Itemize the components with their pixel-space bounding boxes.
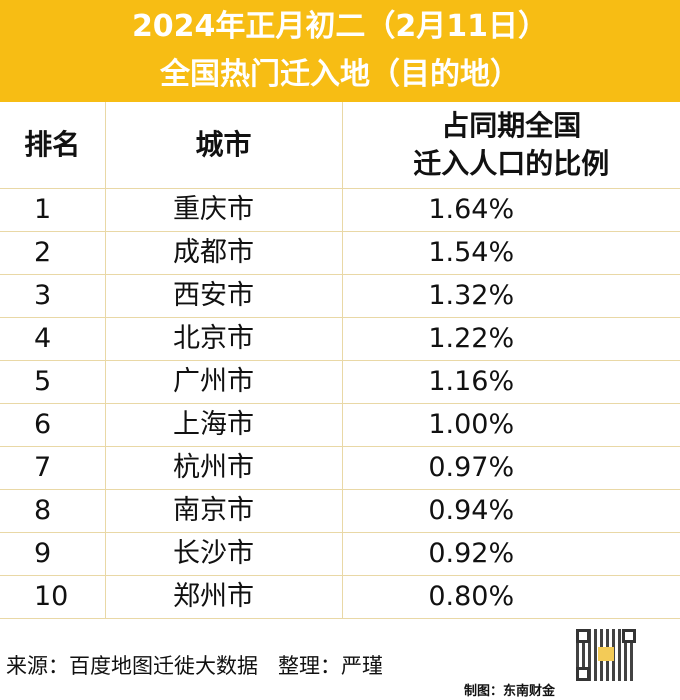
table-row: 9 长沙市 0.92% — [0, 532, 680, 576]
column-header-share: 占同期全国 迁入人口的比例 — [342, 102, 680, 189]
table-row: 6 上海市 1.00% — [0, 403, 680, 447]
share-cell: 0.94% — [428, 495, 515, 526]
table-row: 2 成都市 1.54% — [0, 231, 680, 275]
table-row: 4 北京市 1.22% — [0, 317, 680, 361]
share-cell: 1.54% — [428, 237, 515, 268]
city-cell: 西安市 — [105, 274, 343, 318]
column-header-rank: 排名 — [0, 102, 106, 189]
share-cell: 1.64% — [428, 194, 515, 225]
source-text: 来源：百度地图迁徙大数据 — [6, 654, 258, 678]
rank-cell: 2 — [0, 231, 106, 275]
column-header-share-line-1: 占同期全国 — [441, 109, 582, 142]
table-row: 10 郑州市 0.80% — [0, 575, 680, 619]
qr-code-icon — [576, 629, 636, 681]
title-banner: 2024年正月初二（2月11日） 全国热门迁入地（目的地） — [0, 0, 680, 102]
rank-cell: 9 — [0, 532, 106, 576]
source-note: 来源：百度地图迁徙大数据 整理：严瑾 — [6, 650, 383, 680]
table-row: 5 广州市 1.16% — [0, 360, 680, 404]
rank-cell: 4 — [0, 317, 106, 361]
column-header-share-line-2: 迁入人口的比例 — [413, 147, 610, 180]
city-cell: 南京市 — [105, 489, 343, 533]
rank-cell: 1 — [0, 188, 106, 232]
ranking-table: 排名 城市 占同期全国 迁入人口的比例 1 重庆市 1.64% 2 成都市 1.… — [0, 102, 680, 619]
city-cell: 郑州市 — [105, 575, 343, 619]
city-cell: 上海市 — [105, 403, 343, 447]
share-cell: 1.00% — [428, 409, 515, 440]
share-cell: 0.80% — [428, 581, 515, 612]
rank-cell: 7 — [0, 446, 106, 490]
editor-text: 整理：严瑾 — [278, 654, 383, 678]
table-row: 1 重庆市 1.64% — [0, 188, 680, 232]
title-line-2: 全国热门迁入地（目的地） — [160, 57, 520, 92]
share-cell: 0.97% — [428, 452, 515, 483]
share-cell: 1.32% — [428, 280, 515, 311]
rank-cell: 10 — [0, 575, 106, 619]
table-row: 3 西安市 1.32% — [0, 274, 680, 318]
city-cell: 北京市 — [105, 317, 343, 361]
rank-cell: 6 — [0, 403, 106, 447]
table-header-row: 排名 城市 占同期全国 迁入人口的比例 — [0, 102, 680, 189]
city-cell: 杭州市 — [105, 446, 343, 490]
column-header-city: 城市 — [105, 102, 343, 189]
city-cell: 长沙市 — [105, 532, 343, 576]
share-cell: 1.22% — [428, 323, 515, 354]
title-line-1: 2024年正月初二（2月11日） — [131, 9, 549, 44]
city-cell: 成都市 — [105, 231, 343, 275]
table-row: 8 南京市 0.94% — [0, 489, 680, 533]
rank-cell: 8 — [0, 489, 106, 533]
city-cell: 广州市 — [105, 360, 343, 404]
rank-cell: 3 — [0, 274, 106, 318]
share-cell: 0.92% — [428, 538, 515, 569]
table-row: 7 杭州市 0.97% — [0, 446, 680, 490]
city-cell: 重庆市 — [105, 188, 343, 232]
share-cell: 1.16% — [428, 366, 515, 397]
rank-cell: 5 — [0, 360, 106, 404]
made-by-credit: 制图：东南财金 — [464, 684, 556, 699]
